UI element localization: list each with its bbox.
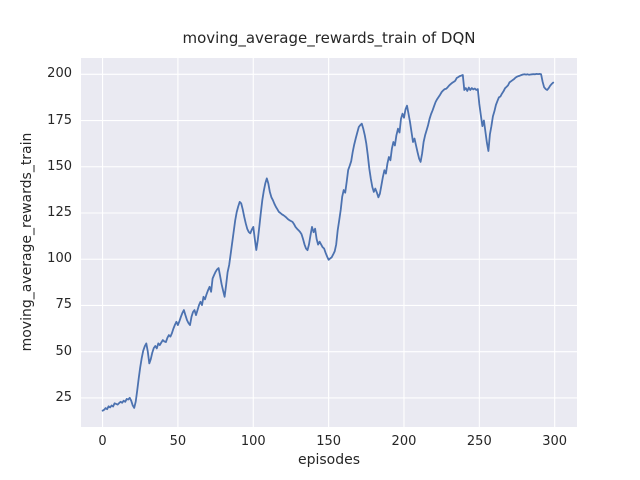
series-line-moving_average_rewards_train xyxy=(101,73,555,412)
x-tick-label: 250 xyxy=(466,434,492,449)
x-tick-label: 200 xyxy=(391,434,417,449)
x-tick-label: 300 xyxy=(542,434,568,449)
y-tick-label: 150 xyxy=(47,158,72,174)
y-tick-label: 50 xyxy=(55,343,72,359)
y-tick-label: 200 xyxy=(47,66,72,82)
x-tick-label: 150 xyxy=(316,434,342,449)
chart-title: moving_average_rewards_train of DQN xyxy=(182,29,476,47)
y-tick-label: 75 xyxy=(55,297,72,313)
x-tick-label: 50 xyxy=(169,434,187,449)
x-axis-label: episodes xyxy=(297,452,361,468)
y-tick-label: 100 xyxy=(47,251,72,267)
y-tick-label: 175 xyxy=(47,112,72,128)
y-tick-label: 25 xyxy=(55,389,72,405)
x-tick-label: 0 xyxy=(98,434,107,449)
y-tick-label: 125 xyxy=(47,204,72,220)
x-tick-label: 100 xyxy=(240,434,266,449)
